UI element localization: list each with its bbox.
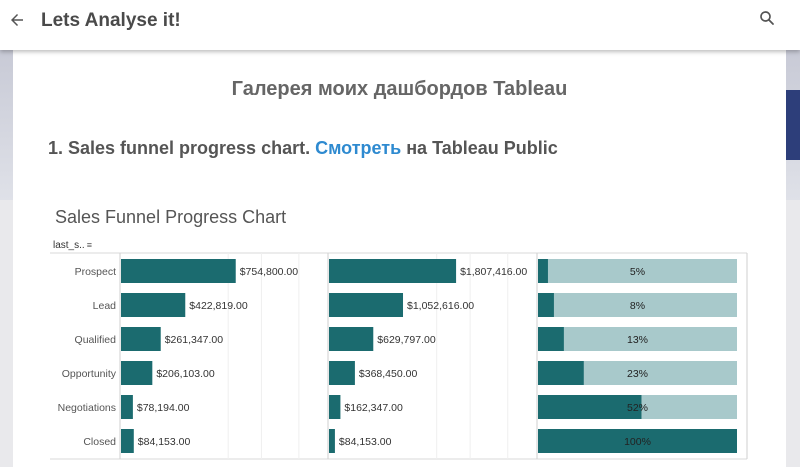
progress-percent-label: 52%: [627, 402, 648, 414]
progress-bar-fill: [538, 395, 642, 419]
progress-bar-track: [538, 259, 737, 283]
progress-bar-fill: [538, 361, 584, 385]
category-label: Lead: [93, 300, 117, 312]
bar-value-label: $84,153.00: [138, 436, 191, 448]
progress-bar-track: [538, 293, 737, 317]
progress-percent-label: 13%: [627, 334, 648, 346]
search-button[interactable]: [756, 7, 778, 29]
bar: [329, 395, 341, 419]
bar-value-label: $206,103.00: [156, 368, 215, 380]
bar-value-label: $368,450.00: [359, 368, 418, 380]
tableau-public-link[interactable]: Смотреть: [315, 138, 402, 158]
bar: [121, 293, 186, 317]
bar-value-label: $84,153.00: [339, 436, 392, 448]
category-label: Negotiations: [58, 402, 116, 414]
category-label: Qualified: [75, 334, 117, 346]
progress-bar-fill: [538, 293, 554, 317]
category-label: Closed: [83, 436, 116, 448]
bar-value-label: $162,347.00: [344, 402, 403, 414]
bar: [121, 259, 236, 283]
back-button[interactable]: [6, 9, 28, 31]
chart-title: Sales Funnel Progress Chart: [55, 207, 287, 227]
bar-value-label: $261,347.00: [165, 334, 224, 346]
category-label: Opportunity: [62, 368, 117, 380]
bar: [329, 429, 335, 453]
bar: [121, 327, 161, 351]
bar: [329, 293, 404, 317]
top-app-bar: Lets Analyse it!: [0, 0, 800, 50]
sales-funnel-chart: Prospect $754,800.00 $1,807,416.00 5% Lead $4…: [50, 252, 748, 460]
bar: [329, 361, 355, 385]
bar: [329, 327, 374, 351]
sort-field-header[interactable]: last_s.. ≡: [53, 240, 92, 251]
progress-percent-label: 5%: [630, 266, 645, 278]
progress-bar-fill: [538, 429, 737, 453]
content-card: Галерея моих дашбордов Tableau 1. Sales …: [13, 50, 786, 467]
category-label: Prospect: [75, 266, 117, 278]
section-heading-text: 1. Sales funnel progress chart.: [48, 138, 316, 158]
section-heading: 1. Sales funnel progress chart. Смотреть…: [48, 138, 558, 159]
bar-value-label: $78,194.00: [137, 402, 190, 414]
sort-field-label: last_s..: [53, 240, 85, 251]
bar-value-label: $1,807,416.00: [460, 266, 527, 278]
arrow-left-icon: [11, 14, 23, 26]
bar-value-label: $1,052,616.00: [407, 300, 474, 312]
bar-value-label: $629,797.00: [377, 334, 436, 346]
sort-icon: ≡: [86, 240, 92, 250]
bar: [121, 361, 153, 385]
bar-value-label: $422,819.00: [189, 300, 248, 312]
progress-bar-track: [538, 327, 737, 351]
progress-bar-fill: [538, 259, 548, 283]
bar: [329, 259, 457, 283]
progress-bar-fill: [538, 327, 564, 351]
section-heading-suffix: на Tableau Public: [401, 138, 558, 158]
bar: [121, 395, 133, 419]
bar: [121, 429, 134, 453]
page-title: Галерея моих дашбордов Tableau: [231, 78, 568, 100]
progress-percent-label: 23%: [627, 368, 648, 380]
app-title: Lets Analyse it!: [41, 10, 181, 31]
bar-value-label: $754,800.00: [240, 266, 299, 278]
progress-percent-label: 8%: [630, 300, 645, 312]
progress-percent-label: 100%: [624, 436, 651, 448]
search-icon: [760, 11, 774, 25]
